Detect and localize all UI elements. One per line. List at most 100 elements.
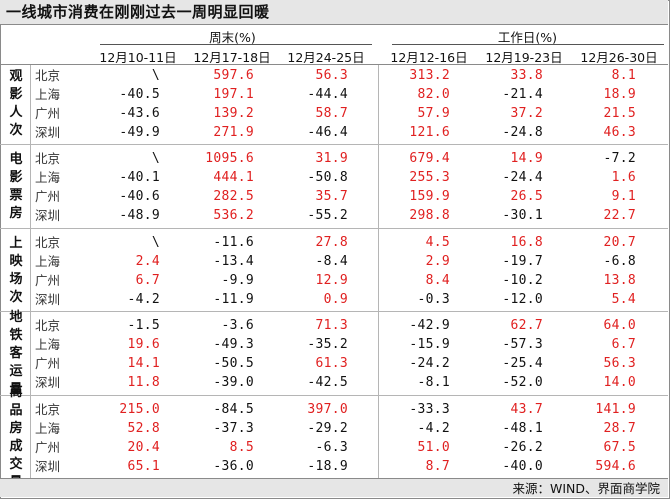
table-cell: 43.7 (510, 402, 543, 417)
metric-label: 商品房成交量 (9, 385, 23, 490)
table-cell: 8.4 (425, 273, 450, 288)
table-cell: -44.4 (307, 87, 348, 102)
table-cell: 594.6 (595, 459, 636, 474)
table-title: 一线城市消费在刚刚过去一周明显回暖 (0, 0, 668, 25)
table-cell: -52.0 (502, 375, 543, 390)
table-cell: -36.0 (213, 459, 254, 474)
table-cell: 8.5 (229, 440, 254, 455)
table-cell: -29.2 (307, 421, 348, 436)
table-cell: 298.8 (409, 208, 450, 223)
table-cell: -49.3 (213, 337, 254, 352)
city-label: 广州 (35, 106, 61, 121)
table-cell: 20.4 (127, 440, 160, 455)
column-header: 12月17-18日 (193, 50, 271, 65)
group-header-workday: 工作日(%) (497, 30, 558, 45)
table-cell: -42.9 (409, 318, 450, 333)
table-cell: 8.7 (425, 459, 450, 474)
table-cell: 444.1 (213, 170, 254, 185)
city-label: 深圳 (35, 459, 61, 474)
table-cell: 1.6 (611, 170, 636, 185)
block-divider (0, 395, 668, 396)
metric-label: 观影 人次 (9, 69, 23, 138)
city-label: 北京 (35, 235, 61, 250)
table-cell: 597.6 (213, 68, 254, 83)
table-cell: -6.8 (603, 254, 636, 269)
table-cell: 56.3 (603, 356, 636, 371)
table-cell: -4.2 (417, 421, 450, 436)
table-cell: -21.4 (502, 87, 543, 102)
table-cell: -50.5 (213, 356, 254, 371)
table-cell: -39.0 (213, 375, 254, 390)
table-cell: 13.8 (603, 273, 636, 288)
table-cell: -35.2 (307, 337, 348, 352)
table-cell: -57.3 (502, 337, 543, 352)
table-cell: -40.1 (119, 170, 160, 185)
table-cell: -49.9 (119, 125, 160, 140)
table-cell: 679.4 (409, 151, 450, 166)
table-cell: 14.9 (510, 151, 543, 166)
table-cell: -40.0 (502, 459, 543, 474)
table-cell: 2.4 (135, 254, 160, 269)
table-cell: 255.3 (409, 170, 450, 185)
table-cell: 215.0 (119, 402, 160, 417)
table-cell: -84.5 (213, 402, 254, 417)
column-header: 12月10-11日 (99, 50, 177, 65)
table-cell: 64.0 (603, 318, 636, 333)
table-cell: 282.5 (213, 189, 254, 204)
table-cell: 35.7 (315, 189, 348, 204)
table-cell: 5.4 (611, 292, 636, 307)
table-cell: 14.0 (603, 375, 636, 390)
table-cell: 20.7 (603, 235, 636, 250)
table-cell: 46.3 (603, 125, 636, 140)
table-cell: -30.1 (502, 208, 543, 223)
table-cell: 8.1 (611, 68, 636, 83)
source-note: 来源：WIND、界面商学院 (0, 478, 668, 497)
column-header: 12月26-30日 (580, 50, 658, 65)
city-label: 上海 (35, 87, 61, 102)
table-cell: -24.4 (502, 170, 543, 185)
table-cell: 62.7 (510, 318, 543, 333)
city-label: 北京 (35, 68, 61, 83)
group-underline-weekend (100, 44, 372, 45)
city-label: 深圳 (35, 208, 61, 223)
table-cell: 536.2 (213, 208, 254, 223)
table-cell: 14.1 (127, 356, 160, 371)
city-label: 深圳 (35, 292, 61, 307)
table-cell: 28.7 (603, 421, 636, 436)
table-cell: -40.5 (119, 87, 160, 102)
table-cell: -24.8 (502, 125, 543, 140)
table-cell: 61.3 (315, 356, 348, 371)
table-cell: 139.2 (213, 106, 254, 121)
table-cell: 71.3 (315, 318, 348, 333)
table-cell: 16.8 (510, 235, 543, 250)
table-cell: -3.6 (221, 318, 254, 333)
table-cell: 67.5 (603, 440, 636, 455)
table-cell: 33.8 (510, 68, 543, 83)
table-cell: -12.0 (502, 292, 543, 307)
table-cell: -18.9 (307, 459, 348, 474)
table-cell: -11.6 (213, 235, 254, 250)
table-cell: -26.2 (502, 440, 543, 455)
city-label: 深圳 (35, 125, 61, 140)
table-cell: 313.2 (409, 68, 450, 83)
city-label: 广州 (35, 440, 61, 455)
table-cell: 6.7 (611, 337, 636, 352)
table-cell: -48.1 (502, 421, 543, 436)
city-label: 北京 (35, 318, 61, 333)
table-cell: -0.3 (417, 292, 450, 307)
block-divider (0, 144, 668, 145)
table-cell: -42.5 (307, 375, 348, 390)
block-divider (0, 228, 668, 229)
table-cell: 52.8 (127, 421, 160, 436)
table-cell: -10.2 (502, 273, 543, 288)
city-label: 北京 (35, 402, 61, 417)
table-cell: \ (151, 68, 160, 83)
table-cell: 12.9 (315, 273, 348, 288)
table-cell: -40.6 (119, 189, 160, 204)
metric-label: 上映 场次 (9, 236, 23, 305)
table-cell: 197.1 (213, 87, 254, 102)
table-cell: 21.5 (603, 106, 636, 121)
city-label: 上海 (35, 337, 61, 352)
table-cell: 0.9 (323, 292, 348, 307)
header-divider (0, 64, 668, 65)
